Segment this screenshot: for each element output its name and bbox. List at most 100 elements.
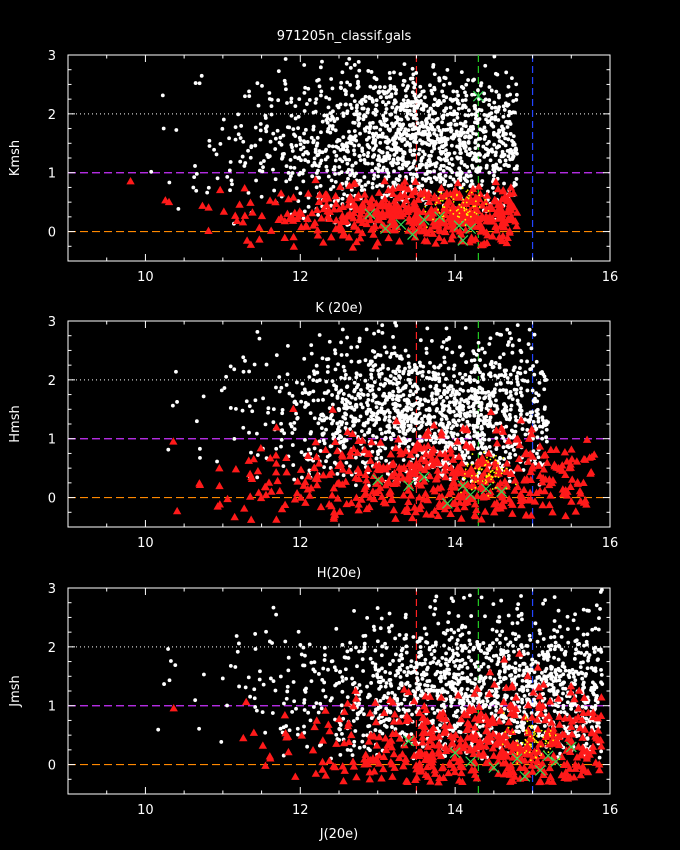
- data-point: [403, 415, 408, 420]
- data-point: [532, 424, 537, 429]
- data-point: [438, 197, 440, 200]
- data-point: [404, 405, 409, 410]
- x-tick-label: 12: [292, 270, 309, 285]
- data-point-triangle: [415, 222, 425, 230]
- data-point: [401, 458, 406, 462]
- data-point: [542, 724, 547, 728]
- data-point: [376, 329, 381, 334]
- data-point: [483, 63, 488, 68]
- data-point: [367, 130, 372, 135]
- data-point: [292, 420, 297, 425]
- data-point: [406, 361, 411, 366]
- data-point: [199, 73, 204, 78]
- data-point: [403, 127, 408, 131]
- data-point: [491, 165, 496, 169]
- data-point: [520, 378, 525, 383]
- data-point: [501, 445, 506, 450]
- data-point: [302, 140, 307, 145]
- data-point: [389, 351, 394, 356]
- data-point: [449, 183, 453, 188]
- data-point: [258, 669, 262, 674]
- data-point-triangle: [485, 203, 494, 211]
- data-point: [289, 113, 294, 118]
- data-point: [324, 113, 329, 118]
- data-point: [474, 167, 479, 172]
- data-point: [339, 340, 343, 345]
- data-point: [553, 640, 558, 645]
- data-point: [296, 114, 301, 119]
- data-point: [303, 437, 307, 442]
- data-point: [465, 687, 470, 692]
- data-point: [426, 176, 431, 181]
- data-point: [570, 667, 575, 672]
- data-point: [542, 387, 547, 392]
- data-point: [520, 427, 525, 431]
- data-point: [410, 419, 414, 424]
- data-point: [415, 453, 420, 458]
- data-point: [431, 401, 436, 406]
- data-point: [378, 367, 383, 372]
- data-point: [572, 656, 577, 661]
- data-point: [322, 645, 327, 650]
- data-point: [580, 671, 585, 676]
- data-point: [485, 153, 490, 157]
- data-point: [463, 90, 467, 95]
- data-point: [372, 146, 377, 151]
- data-point: [412, 363, 417, 367]
- data-point: [420, 420, 425, 424]
- data-point: [535, 451, 539, 456]
- data-point: [565, 614, 570, 619]
- data-point: [254, 178, 258, 183]
- data-point: [326, 174, 331, 179]
- data-point: [267, 91, 272, 95]
- data-point: [356, 360, 361, 364]
- data-point: [381, 113, 386, 118]
- data-point-triangle: [348, 243, 358, 251]
- data-point: [244, 399, 249, 404]
- data-point: [388, 671, 392, 676]
- data-point: [368, 656, 373, 661]
- data-point: [403, 366, 407, 371]
- data-point: [506, 137, 511, 142]
- data-point: [474, 433, 479, 438]
- data-point: [464, 378, 468, 383]
- data-point: [382, 122, 387, 127]
- data-point: [463, 207, 466, 210]
- data-point: [541, 421, 546, 426]
- data-point: [464, 218, 467, 221]
- data-point: [451, 367, 456, 371]
- data-point: [356, 84, 361, 89]
- data-point: [475, 366, 480, 371]
- data-point: [458, 175, 463, 180]
- data-point: [436, 621, 441, 626]
- data-point: [405, 111, 410, 116]
- data-point: [528, 367, 533, 372]
- data-point-triangle: [496, 212, 505, 220]
- data-point: [350, 93, 354, 98]
- data-point: [295, 415, 300, 420]
- data-point: [367, 430, 371, 434]
- data-point: [515, 164, 519, 168]
- data-point: [441, 403, 445, 408]
- data-point-triangle: [126, 177, 135, 185]
- data-point: [495, 407, 500, 411]
- data-point: [525, 379, 530, 384]
- data-point: [376, 169, 381, 174]
- data-point: [370, 368, 375, 372]
- data-point: [320, 119, 325, 124]
- data-point: [469, 183, 473, 187]
- data-point: [290, 149, 295, 153]
- data-point: [365, 386, 370, 390]
- data-point: [469, 658, 474, 663]
- data-point: [330, 86, 335, 91]
- data-point: [438, 395, 443, 400]
- data-point: [370, 398, 375, 403]
- data-point: [384, 681, 389, 685]
- data-point-triangle: [474, 182, 483, 190]
- data-point: [426, 137, 431, 142]
- data-point: [488, 401, 493, 406]
- data-point: [482, 350, 487, 355]
- data-point: [473, 106, 478, 111]
- data-point: [472, 368, 477, 372]
- data-point: [467, 135, 472, 140]
